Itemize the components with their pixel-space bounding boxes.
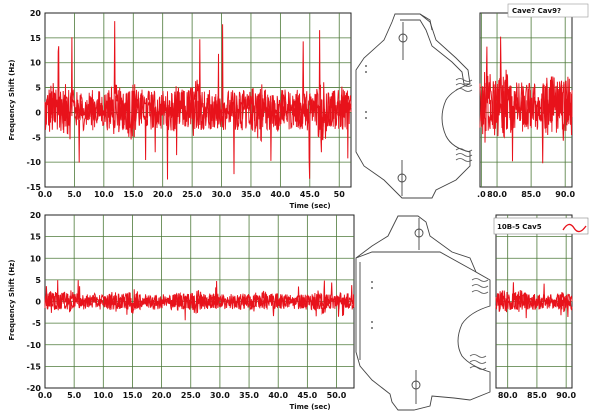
y-ticks: 20 15 10 5 0 -5 -10 -15 -20 xyxy=(27,211,42,393)
x-tick-label: 45.0 xyxy=(300,190,320,199)
x-tick-label: 45.0 xyxy=(297,391,317,400)
signal-trace xyxy=(495,282,573,319)
y-ticks: 20 15 10 5 0 -5 -10 -15 xyxy=(27,9,42,192)
y-tick-label: -15 xyxy=(27,362,42,371)
y-tick-label: 0 xyxy=(35,298,41,307)
x-tick-label: 30.0 xyxy=(210,391,230,400)
y-tick-label: -5 xyxy=(32,319,41,328)
x-tick-label: 50 xyxy=(334,190,346,199)
y-tick-label: -10 xyxy=(27,158,42,167)
y-tick-label: -15 xyxy=(27,183,42,192)
x-tick-label: 0.0 xyxy=(38,391,53,400)
x-tick-label: 85.0 xyxy=(521,190,541,199)
y-tick-label: 15 xyxy=(30,233,42,242)
y-tick-label: 20 xyxy=(30,211,42,220)
x-tick-label: 5.0 xyxy=(67,391,82,400)
x-tick-label: 25.0 xyxy=(181,391,201,400)
x-tick-label: 30.0 xyxy=(212,190,232,199)
x-tick-label: 35.0 xyxy=(241,190,261,199)
x-ticks: .0 80.0 85.0 90.0 xyxy=(477,190,575,199)
x-tick-label: .0 xyxy=(477,190,486,199)
y-axis-label: Frequency Shift (Hz) xyxy=(8,260,16,341)
part-drawing-bottom xyxy=(355,215,491,411)
signal-line-overlay xyxy=(495,292,573,311)
x-tick-label: 15.0 xyxy=(123,190,143,199)
x-tick-label: 10.0 xyxy=(93,391,113,400)
legend: Cave? Cav9? xyxy=(507,3,589,18)
signal-trace xyxy=(44,280,355,321)
x-tick-label: 10.0 xyxy=(94,190,114,199)
chart-bottom-right: 80.0 85.0 90.0 10B-5 Cav5 xyxy=(493,214,589,400)
y-tick-label: 5 xyxy=(35,276,41,285)
x-tick-label: 90.0 xyxy=(556,391,576,400)
x-tick-label: 85.0 xyxy=(527,391,547,400)
y-tick-label: 0 xyxy=(35,108,41,117)
signal-line-overlay xyxy=(479,81,573,133)
chart-top-right: .0 80.0 85.0 90.0 Cave? Cav9? xyxy=(477,3,589,199)
y-tick-label: 20 xyxy=(30,9,42,18)
x-axis-label: Time (sec) xyxy=(289,202,330,210)
x-tick-label: 40.0 xyxy=(268,391,288,400)
chart-bottom-left: 20 15 10 5 0 -5 -10 -15 -20 0.0 5.0 10.0 15.0 20.0 25… xyxy=(8,211,355,411)
ridge-marks xyxy=(469,278,489,370)
legend-label: 10B-5 Cav5 xyxy=(497,223,542,231)
x-tick-label: 35.0 xyxy=(239,391,259,400)
x-tick-label: 0.0 xyxy=(38,190,53,199)
x-tick-label: 90.0 xyxy=(555,190,575,199)
signal-line-overlay xyxy=(44,292,355,311)
signal-trace xyxy=(44,21,352,180)
x-tick-label: 20.0 xyxy=(153,190,173,199)
y-tick-label: 15 xyxy=(30,34,42,43)
signal-trace xyxy=(479,36,573,164)
x-ticks: 80.0 85.0 90.0 xyxy=(498,391,577,400)
x-ticks: 0.0 5.0 10.0 15.0 20.0 25.0 30.0 35.0 40.0 45.0 50 xyxy=(38,190,345,199)
legend-label: Cave? Cav9? xyxy=(512,7,561,15)
y-tick-label: -5 xyxy=(32,133,41,142)
x-tick-label: 20.0 xyxy=(152,391,172,400)
y-tick-label: 5 xyxy=(35,84,41,93)
x-tick-label: 80.0 xyxy=(487,190,507,199)
signal-line-overlay xyxy=(44,89,352,132)
x-tick-label: 25.0 xyxy=(182,190,202,199)
ridge-marks xyxy=(455,78,473,162)
x-axis-label: Time (sec) xyxy=(289,403,330,411)
x-tick-label: 50.0 xyxy=(327,391,347,400)
y-axis-label: Frequency Shift (Hz) xyxy=(8,60,16,141)
x-tick-label: 40.0 xyxy=(271,190,291,199)
x-tick-label: 15.0 xyxy=(123,391,143,400)
x-tick-label: 80.0 xyxy=(498,391,518,400)
legend-box xyxy=(493,217,589,235)
x-tick-label: 5.0 xyxy=(67,190,82,199)
y-tick-label: 10 xyxy=(30,254,42,263)
legend-box xyxy=(507,3,589,18)
part-drawing-top xyxy=(355,13,473,199)
y-tick-label: -10 xyxy=(27,341,42,350)
y-tick-label: -20 xyxy=(27,384,42,393)
x-ticks: 0.0 5.0 10.0 15.0 20.0 25.0 30.0 35.0 40.0 45.0 50… xyxy=(38,391,347,400)
legend-swatch xyxy=(562,223,587,233)
y-tick-label: 10 xyxy=(30,59,42,68)
legend: 10B-5 Cav5 xyxy=(493,217,589,235)
